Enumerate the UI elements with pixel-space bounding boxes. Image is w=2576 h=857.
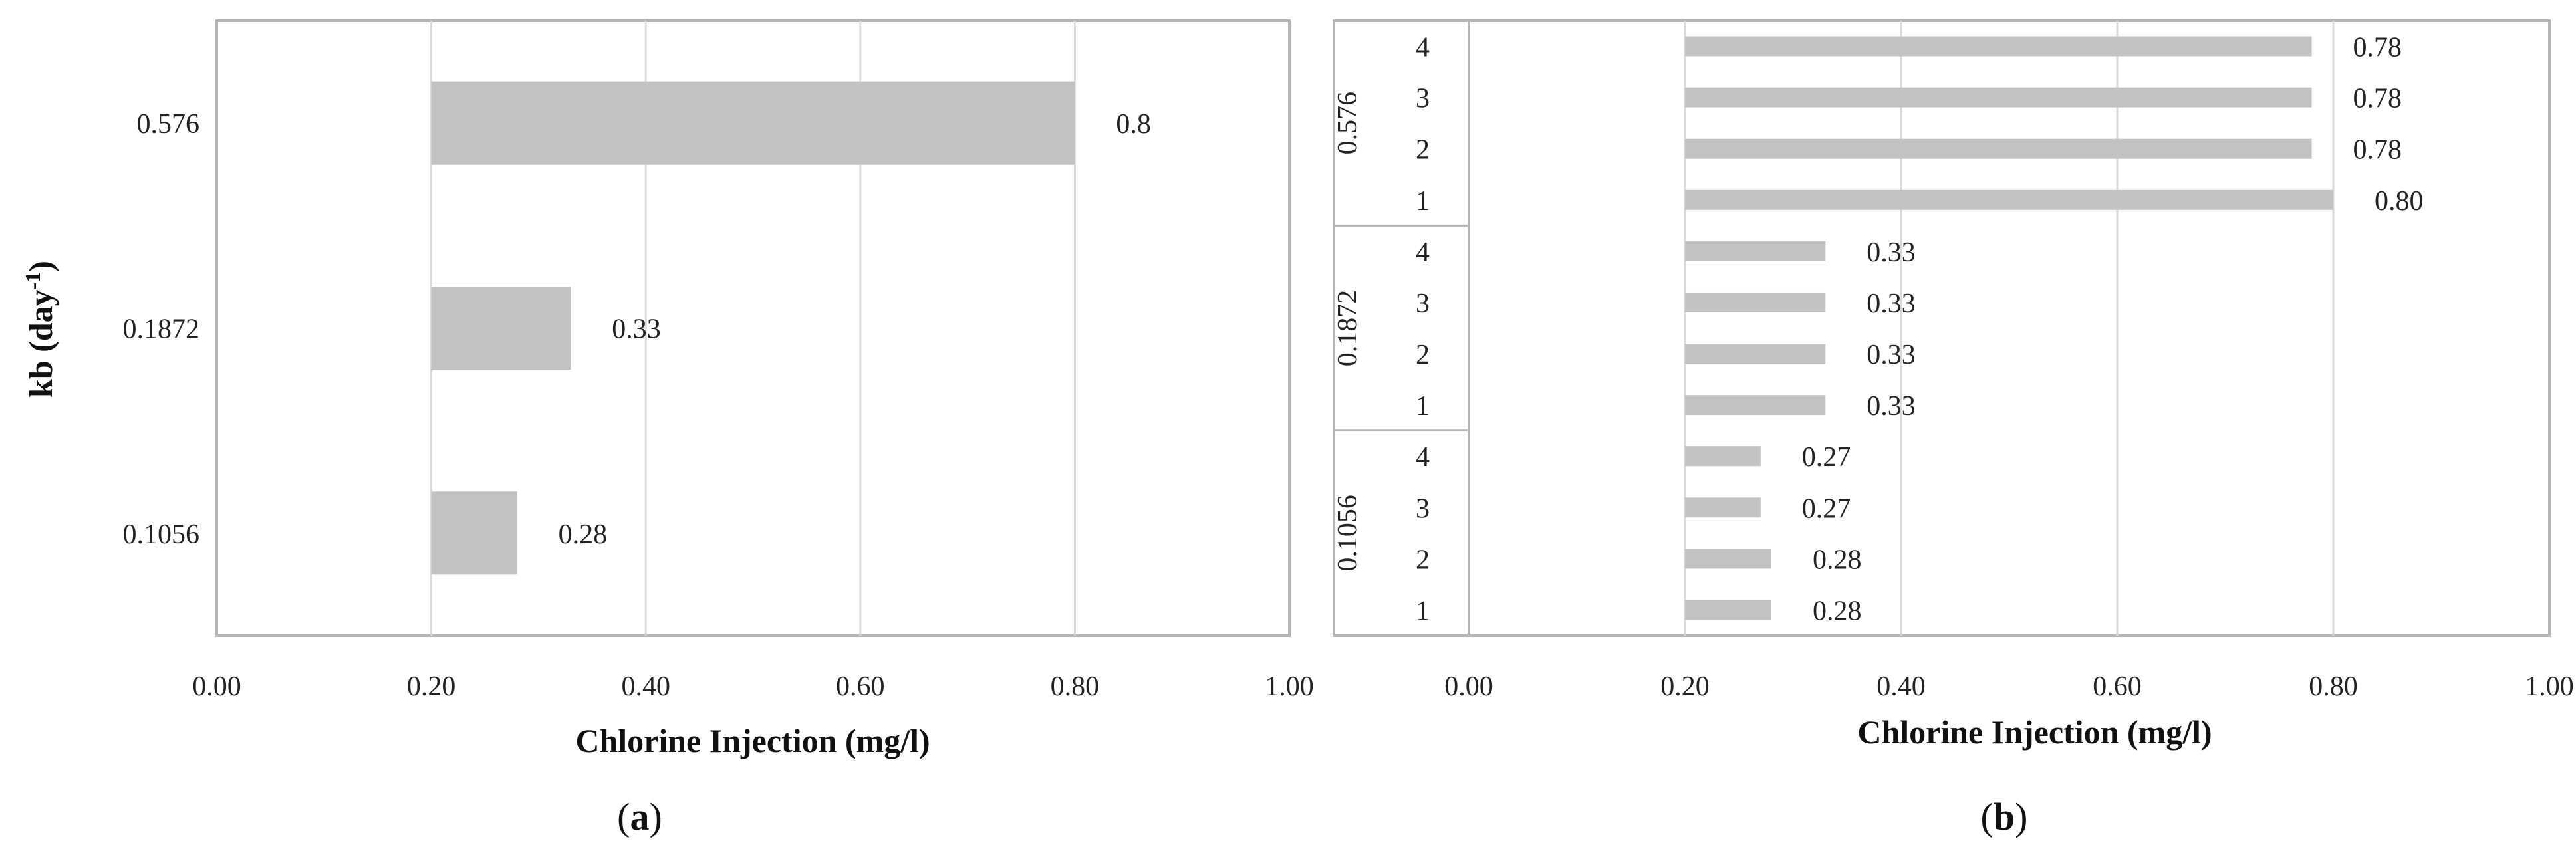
chart-b-bar [1685, 446, 1761, 467]
chart-b-bar [1685, 189, 2333, 210]
chart-b-y-tick-label: 1 [1416, 596, 1430, 626]
chart-a-y-tick-label: 0.1872 [123, 314, 200, 345]
chart-b-bar [1685, 497, 1761, 518]
chart-b-x-tick-label: 0.60 [2093, 672, 2142, 702]
chart-b-bar [1685, 344, 1826, 364]
chart-b-bar [1685, 395, 1826, 416]
chart-a-data-label: 0.28 [559, 519, 608, 550]
chart-b-data-label: 0.33 [1867, 340, 1916, 370]
chart-a-bars: 0.8 0.33 0.28 [431, 81, 1151, 575]
chart-b-data-label: 0.78 [2353, 84, 2402, 114]
chart-a-bar [431, 81, 1075, 165]
chart-b-data-label: 0.27 [1802, 493, 1851, 524]
chart-b-x-tick-label: 0.20 [1660, 672, 1710, 702]
chart-b-bar [1685, 292, 1826, 312]
chart-b-group-label: 0.1056 [1333, 495, 1363, 572]
chart-b-y-tick-label: 1 [1416, 186, 1430, 217]
chart-a-x-axis-title: Chlorine Injection (mg/l) [575, 722, 930, 759]
chart-b-data-label: 0.28 [1813, 545, 1862, 575]
chart-a-bar [431, 287, 571, 370]
chart-b-data-label: 0.33 [1867, 237, 1916, 268]
chart-a-x-ticks: 0.00 0.20 0.40 0.60 0.80 1.00 [192, 672, 1314, 702]
chart-a-x-tick-label: 0.60 [836, 672, 885, 702]
chart-b-y-tick-label: 4 [1416, 237, 1430, 268]
chart-b-y-tick-label: 3 [1416, 84, 1430, 114]
chart-b-gridlines [1334, 21, 2335, 636]
chart-b-bar [1685, 138, 2312, 159]
chart-b-x-ticks: 0.00 0.20 0.40 0.60 0.80 1.00 [1444, 672, 2574, 702]
chart-a-x-tick-label: 0.00 [192, 672, 241, 702]
chart-b-bar [1685, 87, 2312, 108]
chart-b-y-tick-label: 2 [1416, 340, 1430, 370]
chart-b-data-label: 0.27 [1802, 442, 1851, 473]
chart-b-bar [1685, 600, 1771, 620]
chart-b-y-tick-label: 1 [1416, 391, 1430, 422]
chart-b-bar [1685, 241, 1826, 261]
chart-b-group-label: 0.1872 [1333, 290, 1363, 367]
chart-b-x-tick-label: 0.80 [2309, 672, 2358, 702]
chart-b-y-tick-label: 4 [1416, 33, 1430, 63]
chart-b-frame [1333, 19, 2551, 637]
chart-b-bar [1685, 36, 2312, 57]
chart-a-x-tick-label: 0.80 [1051, 672, 1100, 702]
chart-a-x-tick-label: 1.00 [1265, 672, 1314, 702]
chart-b-y-ticks: 4 3 2 1 0.576 4 3 2 1 0.1872 4 3 2 1 0.1056 [1333, 33, 1430, 627]
chart-b-data-label: 0.78 [2353, 33, 2402, 63]
chart-a-data-label: 0.8 [1116, 109, 1151, 140]
chart-a: 0.8 0.33 0.28 0.00 0.20 0.40 0.60 0.80 1.00 0.5… [21, 19, 1314, 838]
chart-a-y-tick-label: 0.576 [137, 109, 200, 140]
chart-b-data-label: 0.80 [2375, 186, 2424, 217]
chart-a-data-label: 0.33 [612, 314, 661, 345]
chart-b-bars: 0.78 0.78 0.78 0.80 0.33 0.33 0.33 0.33 0.27 0.27… [1685, 33, 2424, 626]
chart-b-x-tick-label: 0.00 [1444, 672, 1493, 702]
chart-b: 0.78 0.78 0.78 0.80 0.33 0.33 0.33 0.33 0.27 0.27… [1333, 19, 2574, 838]
chart-b-data-label: 0.78 [2353, 135, 2402, 166]
chart-b-bar [1685, 549, 1771, 569]
chart-a-bar [431, 491, 517, 575]
chart-a-panel-label: (a) [617, 795, 662, 838]
chart-b-y-tick-label: 3 [1416, 289, 1430, 319]
chart-b-y-tick-label: 4 [1416, 442, 1430, 473]
chart-a-x-tick-label: 0.40 [621, 672, 670, 702]
chart-b-data-label: 0.33 [1867, 289, 1916, 319]
chart-a-y-ticks: 0.576 0.1872 0.1056 [123, 109, 200, 550]
chart-b-x-axis-title: Chlorine Injection (mg/l) [1857, 713, 2212, 751]
chart-b-data-label: 0.33 [1867, 391, 1916, 422]
chart-b-panel-label: (b) [1981, 795, 2028, 838]
chart-b-x-tick-label: 0.40 [1876, 672, 1926, 702]
chart-b-y-tick-label: 3 [1416, 493, 1430, 524]
chart-b-data-label: 0.28 [1813, 596, 1862, 626]
chart-a-y-tick-label: 0.1056 [123, 519, 200, 550]
chart-b-y-tick-label: 2 [1416, 545, 1430, 575]
chart-a-y-axis-title: kb (day-1) [21, 261, 59, 398]
chart-b-group-label: 0.576 [1333, 92, 1363, 155]
chart-b-y-tick-label: 2 [1416, 135, 1430, 166]
chart-b-x-tick-label: 1.00 [2525, 672, 2574, 702]
chart-a-x-tick-label: 0.20 [407, 672, 456, 702]
